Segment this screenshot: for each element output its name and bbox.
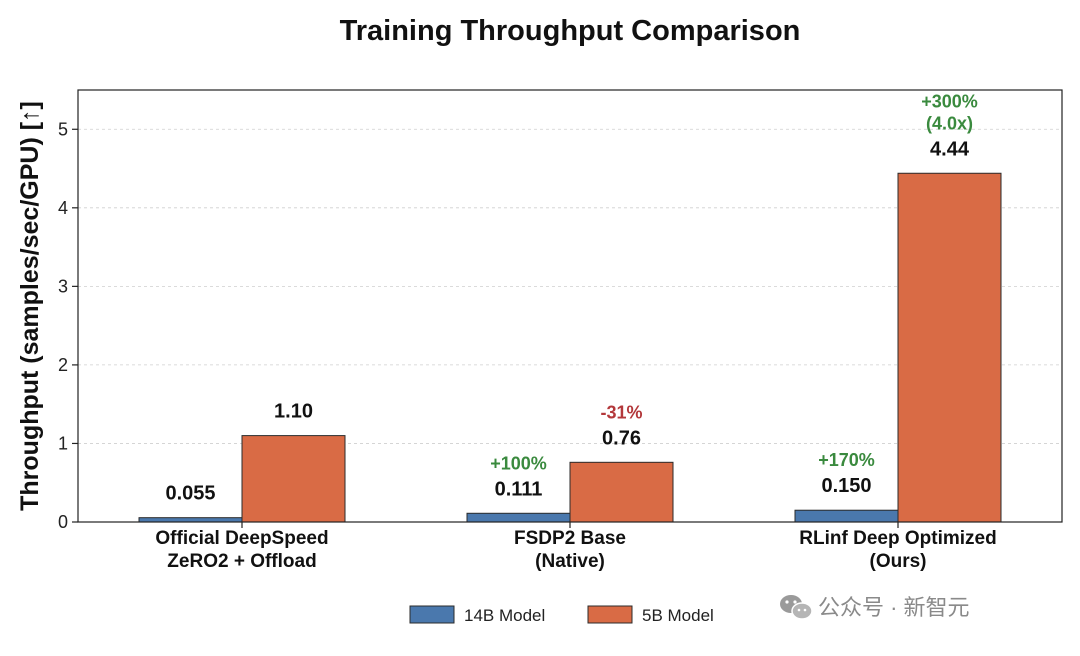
bar-14b-0 xyxy=(138,517,243,523)
data-label: 1.10 xyxy=(274,401,313,423)
legend-label: 5B Model xyxy=(642,606,714,625)
y-tick-label: 1 xyxy=(58,433,68,453)
data-label: 0.111 xyxy=(495,478,543,500)
legend-label: 14B Model xyxy=(464,606,545,625)
bar-5b-1 xyxy=(569,461,674,523)
bar-layer xyxy=(138,172,1002,523)
axis-layer: 0 1 2 3 4 5 xyxy=(58,89,1063,532)
annotation-label: +170% xyxy=(818,450,875,470)
bar-5b-0 xyxy=(241,435,346,523)
bar-14b-1 xyxy=(466,512,571,523)
x-tick-label: Official DeepSpeed xyxy=(155,528,328,549)
y-tick-label: 5 xyxy=(58,119,68,139)
data-label: 0.150 xyxy=(821,475,871,497)
x-tick-label: FSDP2 Base xyxy=(514,528,626,549)
x-tick-label: (Native) xyxy=(535,551,605,572)
watermark-text: 公众号 · 新智元 xyxy=(818,595,970,620)
y-tick-label: 4 xyxy=(58,198,68,218)
x-tick-label: ZeRO2 + Offload xyxy=(167,551,316,572)
wechat-icon xyxy=(780,595,813,620)
watermark: 公众号 · 新智元 xyxy=(780,595,970,620)
legend-swatch xyxy=(587,605,633,624)
data-label: 0.76 xyxy=(602,427,641,449)
x-tick-label: (Ours) xyxy=(870,551,927,572)
annotation-label: +100% xyxy=(490,453,547,473)
y-tick-label: 0 xyxy=(58,512,68,532)
chart-title: Training Throughput Comparison xyxy=(340,15,801,47)
legend: 14B Model 5B Model xyxy=(409,605,714,625)
annotation-label: +300% xyxy=(921,91,978,111)
x-tick-label: RLinf Deep Optimized xyxy=(799,528,996,549)
annotation-label: -31% xyxy=(600,402,642,422)
y-tick-label: 3 xyxy=(58,276,68,296)
y-axis-label: Throughput (samples/sec/GPU) [↑] xyxy=(16,101,44,511)
bar-14b-2 xyxy=(794,509,899,523)
data-label: 4.44 xyxy=(930,138,970,160)
legend-swatch xyxy=(409,605,455,624)
bar-5b-2 xyxy=(897,172,1002,523)
annotation-label: (4.0x) xyxy=(926,113,973,133)
data-label: 0.055 xyxy=(165,483,215,505)
y-tick-label: 2 xyxy=(58,355,68,375)
